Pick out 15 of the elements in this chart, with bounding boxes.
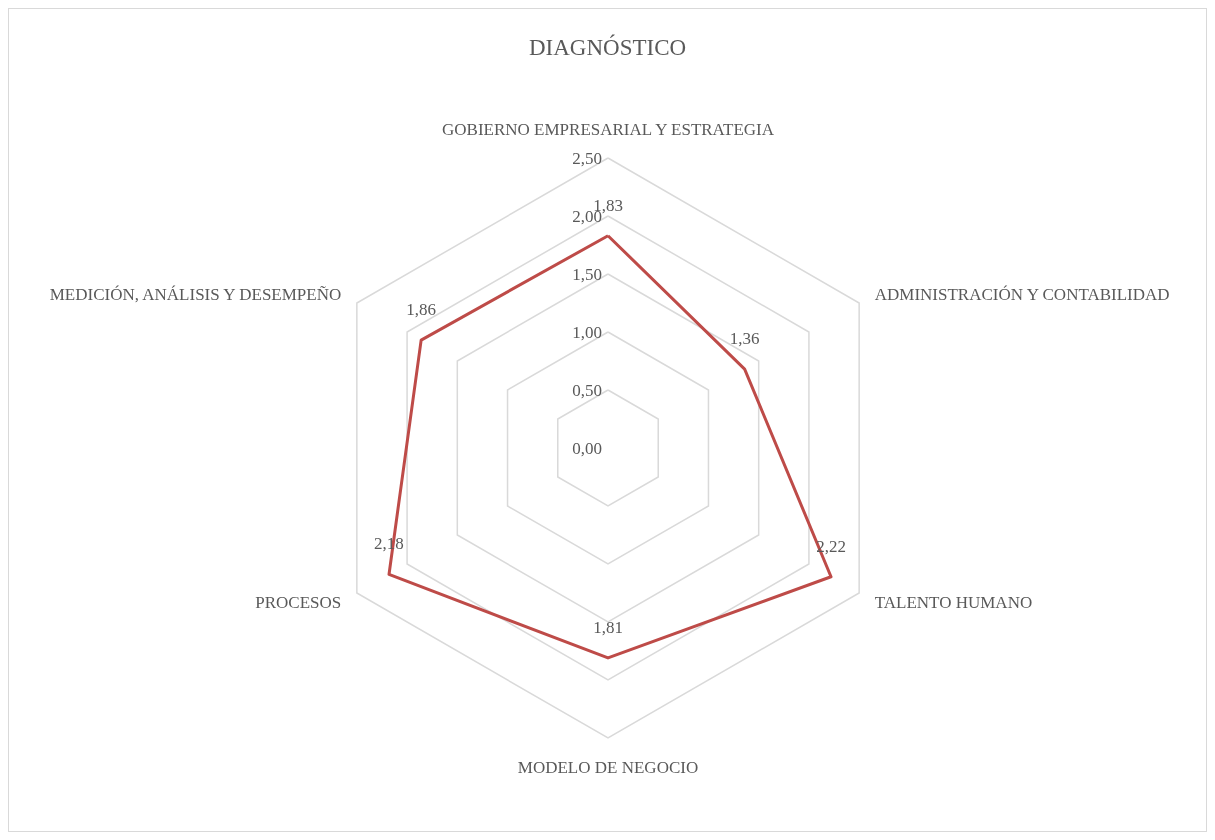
spoke-label: PROCESOS	[255, 592, 342, 612]
y-tick-label: 0,00	[572, 438, 602, 458]
spoke-label: MODELO DE NEGOCIO	[517, 757, 699, 777]
spoke-label: TALENTO HUMANO	[874, 592, 1033, 612]
spoke-label: GOBIERNO EMPRESARIAL Y ESTRATEGIA	[442, 119, 775, 139]
spoke-label: ADMINISTRACIÓN Y CONTABILIDAD	[874, 284, 1170, 304]
data-label: 1,86	[406, 300, 437, 320]
y-tick-label: 2,50	[572, 148, 602, 168]
data-label: 1,36	[729, 329, 760, 349]
data-label: 1,81	[593, 617, 623, 637]
y-tick-label: 1,00	[572, 322, 602, 342]
y-tick-label: 0,50	[572, 380, 602, 400]
spoke-label: MEDICIÓN, ANÁLISIS Y DESEMPEÑO	[49, 284, 342, 304]
chart-title: DIAGNÓSTICO	[528, 34, 687, 60]
y-tick-label: 1,50	[572, 264, 602, 284]
